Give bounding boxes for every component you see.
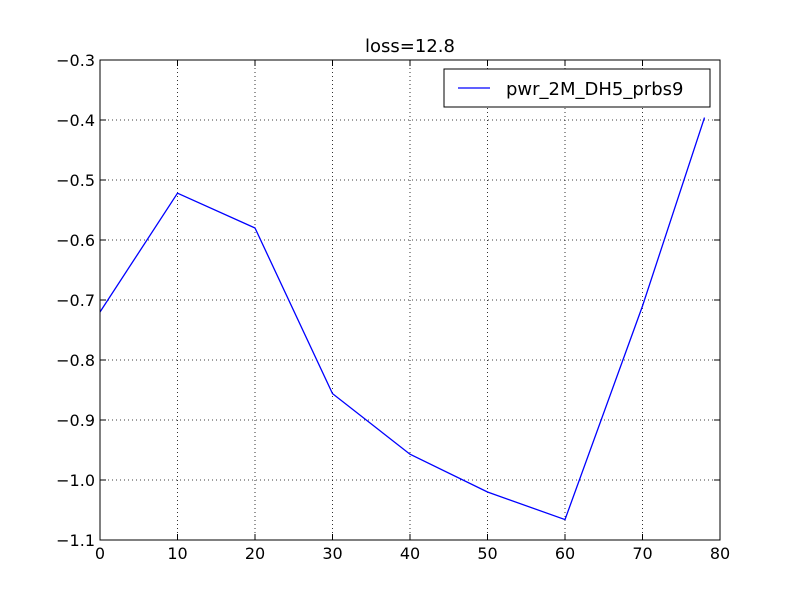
x-tick-label: 30 — [322, 544, 342, 563]
y-tick-label: −0.8 — [56, 351, 95, 370]
y-tick-label: −0.9 — [56, 411, 95, 430]
y-tick-label: −0.4 — [56, 111, 95, 130]
x-tick-label: 60 — [555, 544, 575, 563]
y-tick-label: −0.7 — [56, 291, 95, 310]
series-layer — [99, 117, 706, 521]
x-axis: 0 10 20 30 40 50 60 70 80 — [95, 60, 730, 563]
x-tick-label: 40 — [400, 544, 420, 563]
y-tick-label: −0.6 — [56, 231, 95, 250]
x-tick-label: 20 — [245, 544, 265, 563]
x-tick-label: 70 — [632, 544, 652, 563]
grid-lines — [99, 59, 721, 541]
x-tick-label: 80 — [710, 544, 730, 563]
x-tick-label: 10 — [167, 544, 187, 563]
chart-title: loss=12.8 — [365, 36, 455, 57]
legend: pwr_2M_DH5_prbs9 — [443, 68, 711, 108]
y-tick-label: −0.5 — [56, 171, 95, 190]
x-tick-label: 0 — [95, 544, 105, 563]
y-tick-label: −1.1 — [56, 531, 95, 550]
legend-label: pwr_2M_DH5_prbs9 — [506, 79, 683, 100]
y-tick-label: −1.0 — [56, 471, 95, 490]
series-line — [99, 117, 706, 521]
x-tick-label: 50 — [477, 544, 497, 563]
y-axis: −0.3 −0.4 −0.5 −0.6 −0.7 −0.8 −0.9 −1.0 −1.1 — [56, 51, 720, 550]
y-tick-label: −0.3 — [56, 51, 95, 70]
